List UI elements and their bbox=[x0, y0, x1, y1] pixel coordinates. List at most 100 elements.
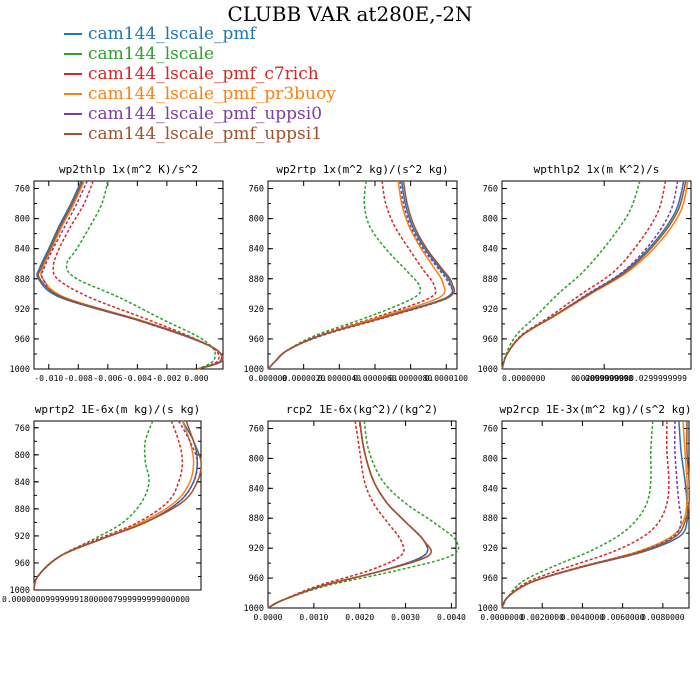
series-line bbox=[33, 420, 154, 591]
plot-frame bbox=[267, 420, 457, 609]
legend-item: cam144_lscale_pmf_uppsi0 bbox=[64, 104, 336, 124]
series-line bbox=[36, 180, 223, 370]
y-tick-label: 840 bbox=[15, 245, 30, 255]
y-tick-label: 880 bbox=[15, 505, 30, 515]
y-tick-label: 800 bbox=[15, 215, 30, 225]
series-line bbox=[33, 420, 199, 591]
y-tick-label: 800 bbox=[249, 215, 264, 225]
legend: cam144_lscale_pmf cam144_lscale cam144_l… bbox=[64, 24, 336, 144]
series-line bbox=[267, 180, 437, 370]
y-tick-label: 800 bbox=[483, 454, 498, 464]
series-line bbox=[267, 180, 454, 370]
y-tick-label: 880 bbox=[249, 275, 264, 285]
chart-panel: wprtp2 1E-6x(m kg)/(s kg) 760 800 840 880 920… bbox=[2, 403, 202, 604]
panel-title: wprtp2 1E-6x(m kg)/(s kg) bbox=[35, 403, 201, 416]
y-tick-label: 960 bbox=[249, 574, 264, 584]
legend-item: cam144_lscale_pmf_pr3buoy bbox=[64, 84, 336, 104]
legend-label: cam144_lscale_pmf_c7rich bbox=[88, 64, 319, 84]
y-tick-label: 760 bbox=[483, 185, 498, 195]
x-tick-label: -0.002 bbox=[152, 374, 181, 383]
panel-title: wpthlp2 1x(m K^2)/s bbox=[534, 163, 660, 176]
legend-swatch bbox=[64, 133, 82, 135]
y-tick-label: 840 bbox=[249, 245, 264, 255]
y-tick-label: 920 bbox=[249, 305, 264, 315]
x-tick-label: 0.0000060 bbox=[353, 374, 397, 383]
x-tick-label: 0.0000080 bbox=[389, 374, 433, 383]
x-tick-label: -0.006 bbox=[93, 374, 122, 383]
y-tick-label: 920 bbox=[483, 305, 498, 315]
y-tick-label: 880 bbox=[15, 275, 30, 285]
y-tick-label: 760 bbox=[249, 185, 264, 195]
y-tick-label: 920 bbox=[249, 544, 264, 554]
series-line bbox=[501, 180, 685, 370]
legend-label: cam144_lscale_pmf_pr3buoy bbox=[88, 84, 336, 104]
chart-panel: wp2thlp 1x(m^2 K)/s^2 760 800 840 880 920 960 1… bbox=[10, 163, 224, 383]
y-tick-label: 880 bbox=[249, 514, 264, 524]
y-tick-label: 960 bbox=[15, 559, 30, 569]
series-line bbox=[267, 180, 422, 370]
panel-title: wp2rcp 1E-3x(m^2 kg)/(s^2 kg) bbox=[499, 403, 691, 416]
series-line bbox=[501, 420, 689, 609]
y-tick-label: 1000 bbox=[478, 604, 498, 614]
x-tick-label: -0.008 bbox=[64, 374, 93, 383]
series-line bbox=[501, 420, 682, 609]
series-line bbox=[501, 180, 679, 370]
x-tick-label: 0.0000040 bbox=[318, 374, 362, 383]
legend-label: cam144_lscale bbox=[88, 44, 215, 64]
series-line bbox=[501, 420, 654, 609]
y-tick-label: 960 bbox=[249, 335, 264, 345]
series-line bbox=[267, 180, 456, 370]
x-tick-label: 0.0010 bbox=[299, 613, 328, 622]
series-line bbox=[33, 420, 199, 591]
series-line bbox=[65, 180, 217, 370]
y-tick-label: 1000 bbox=[244, 365, 264, 375]
x-tick-label: 0.0000020 bbox=[282, 374, 326, 383]
y-tick-label: 800 bbox=[483, 215, 498, 225]
legend-item: cam144_lscale_pmf_uppsi1 bbox=[64, 124, 336, 144]
x-tick-label: -0.010 bbox=[34, 374, 63, 383]
legend-swatch bbox=[64, 73, 82, 75]
y-tick-label: 1000 bbox=[10, 586, 30, 596]
y-tick-label: 760 bbox=[249, 424, 264, 434]
y-tick-label: 800 bbox=[15, 451, 30, 461]
series-line bbox=[33, 420, 202, 591]
x-tick-label: 0.000 bbox=[184, 374, 208, 383]
chart-panel: rcp2 1E-6x(kg^2)/(kg^2) 760 800 840 880 920 96… bbox=[244, 403, 467, 622]
series-line bbox=[267, 420, 460, 609]
y-tick-label: 760 bbox=[483, 424, 498, 434]
legend-item: cam144_lscale bbox=[64, 44, 336, 64]
series-line bbox=[267, 420, 432, 609]
y-tick-label: 840 bbox=[483, 484, 498, 494]
series-line bbox=[37, 180, 224, 370]
y-tick-label: 960 bbox=[15, 335, 30, 345]
x-tick-label: 0.0000 bbox=[254, 613, 283, 622]
y-tick-label: 880 bbox=[483, 514, 498, 524]
x-tick-label: 0.0040000 bbox=[561, 613, 605, 622]
series-line bbox=[501, 180, 667, 370]
y-tick-label: 960 bbox=[483, 574, 498, 584]
legend-swatch bbox=[64, 33, 82, 35]
plot-frame bbox=[267, 180, 458, 370]
series-line bbox=[501, 180, 641, 370]
y-tick-label: 840 bbox=[483, 245, 498, 255]
x-tick-label: 0.0000100 bbox=[425, 374, 469, 383]
figure-title: CLUBB VAR at280E,-2N bbox=[227, 2, 473, 26]
y-tick-label: 920 bbox=[483, 544, 498, 554]
x-tick-label: 0.0200000000 bbox=[571, 374, 629, 383]
x-tick-label: 0.0000000999999918000007999999999000000 bbox=[2, 595, 190, 604]
x-tick-label: 0.0080000 bbox=[641, 613, 685, 622]
legend-swatch bbox=[64, 53, 82, 55]
x-tick-label: 0.0060000 bbox=[601, 613, 645, 622]
series-line bbox=[33, 420, 195, 591]
series-line bbox=[501, 420, 689, 609]
y-tick-label: 920 bbox=[15, 532, 30, 542]
series-line bbox=[501, 180, 689, 370]
legend-label: cam144_lscale_pmf_uppsi1 bbox=[88, 124, 323, 144]
y-tick-label: 760 bbox=[15, 185, 30, 195]
legend-swatch bbox=[64, 93, 82, 95]
chart-panel: wp2rcp 1E-3x(m^2 kg)/(s^2 kg)760 800 840 88… bbox=[478, 403, 692, 622]
y-tick-label: 920 bbox=[15, 305, 30, 315]
plot-frame bbox=[33, 420, 202, 591]
plot-frame bbox=[33, 180, 224, 370]
x-tick-label: 0.0099999998 bbox=[575, 374, 633, 383]
